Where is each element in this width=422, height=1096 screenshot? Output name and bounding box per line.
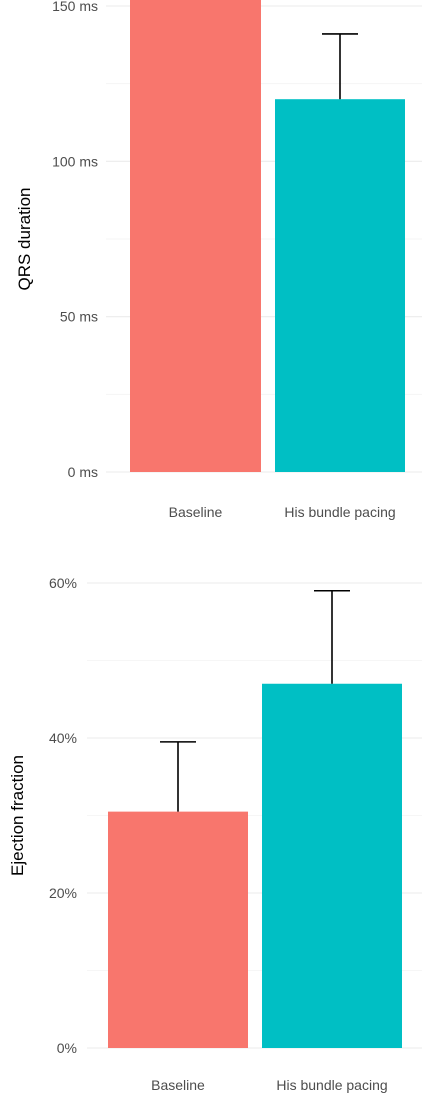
ejection-fraction-chart: 0% 20% 40% 60% Baseline His bundle pacing Ejec… (8, 575, 422, 1093)
bar-baseline (108, 811, 248, 1048)
bar-his-bundle-pacing (275, 99, 405, 472)
x-tick-label: Baseline (169, 504, 223, 520)
y-tick-label: 150 ms (52, 0, 98, 14)
y-tick-label: 40% (49, 730, 77, 746)
x-tick-label: His bundle pacing (276, 1077, 387, 1093)
y-axis-title: Ejection fraction (8, 755, 27, 876)
x-tick-label: Baseline (151, 1077, 205, 1093)
y-tick-label: 50 ms (60, 309, 98, 325)
bar-his-bundle-pacing (262, 683, 402, 1048)
y-tick-label: 100 ms (52, 153, 98, 169)
y-tick-label: 0 ms (68, 464, 98, 480)
x-tick-label: His bundle pacing (284, 504, 395, 520)
y-tick-label: 20% (49, 885, 77, 901)
y-tick-label: 0% (57, 1040, 77, 1056)
y-tick-label: 60% (49, 575, 77, 591)
y-axis-title: QRS duration (15, 188, 34, 291)
bar-baseline (130, 0, 261, 472)
qrs-duration-chart: 0 ms 50 ms 100 ms 150 ms Baseline His bundle … (15, 0, 422, 520)
